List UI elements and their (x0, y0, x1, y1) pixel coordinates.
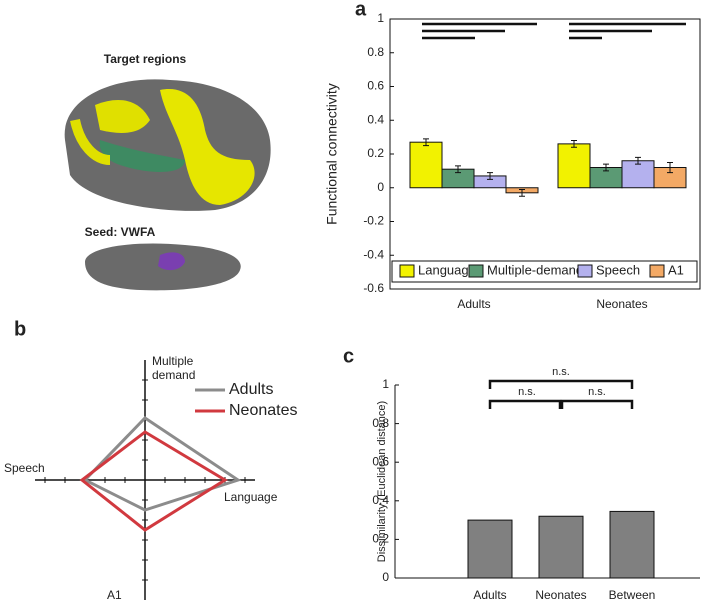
error-bar (423, 138, 429, 147)
error-bar (571, 140, 577, 148)
brackets (488, 379, 634, 409)
y-tick-label: 0 (382, 570, 389, 584)
y-tick-label: 0.4 (372, 493, 389, 507)
x-tick-label: Neonates (535, 588, 586, 602)
y-tick-label: 1 (382, 377, 389, 391)
bar (557, 143, 591, 189)
panel-label: c (343, 345, 354, 367)
legend-box (391, 260, 698, 283)
panel-label: b (14, 318, 26, 340)
radar-line (82, 416, 242, 512)
legend-swatch (468, 264, 484, 278)
y-tick-label: 0.2 (367, 146, 384, 160)
x-tick-label: Adults (457, 297, 490, 311)
y-tick-label: 0.4 (367, 112, 384, 126)
legend-label: Neonates (229, 402, 298, 419)
bar (609, 510, 655, 579)
error-bar (667, 161, 673, 174)
x-tick-label: Neonates (596, 297, 647, 311)
y-tick-label: -0.2 (363, 214, 384, 228)
error-bar (519, 188, 525, 197)
legend-label: Multiple-demand (487, 262, 583, 277)
axis-label: Language (224, 490, 278, 504)
y-tick-label: 0.8 (367, 45, 384, 59)
y-tick-label: 0.2 (372, 532, 389, 546)
annotation: n.s. (518, 386, 536, 398)
bar (621, 160, 655, 189)
error-bar (635, 156, 641, 165)
axis-label: Speech (4, 461, 45, 475)
axis-label: A1 (107, 588, 122, 602)
brain-illustration (64, 79, 271, 291)
annotation: n.s. (588, 386, 606, 398)
legend-swatch (577, 264, 593, 278)
x-tick-label: Adults (473, 588, 506, 602)
y-tick-label: 1 (377, 11, 384, 25)
y-axis-title: Dissimilarity (Euclidean distance) (376, 401, 388, 562)
y-tick-label: 0.6 (372, 454, 389, 468)
panel-label: a (355, 0, 367, 20)
annotation: n.s. (552, 366, 570, 378)
y-tick-label: 0.8 (372, 416, 389, 430)
error-bar (455, 165, 461, 174)
legend-label: A1 (668, 262, 684, 277)
error-bar (603, 163, 609, 172)
y-tick-label: 0.6 (367, 79, 384, 93)
radar-axes (35, 360, 255, 600)
legend-swatch (399, 264, 415, 278)
y-tick-label: -0.4 (363, 247, 384, 261)
error-bar (487, 172, 493, 180)
significance-lines (422, 22, 686, 40)
bar (409, 141, 443, 189)
bar (538, 515, 584, 579)
legend-swatch (649, 264, 665, 278)
x-tick-label: Between (609, 588, 656, 602)
seed-label: Seed: VWFA (85, 225, 156, 239)
y-tick-label: 0 (377, 180, 384, 194)
bar (467, 519, 513, 579)
legend-label: Adults (229, 381, 273, 398)
legend-label: Language (418, 262, 476, 277)
y-axis-title: Functional connectivity (324, 83, 340, 225)
brain-title: Target regions (104, 52, 187, 66)
axis-label: Multiple demand (152, 354, 196, 382)
legend-label: Speech (596, 262, 640, 277)
radar-line (79, 430, 228, 532)
y-tick-label: -0.6 (363, 281, 384, 295)
